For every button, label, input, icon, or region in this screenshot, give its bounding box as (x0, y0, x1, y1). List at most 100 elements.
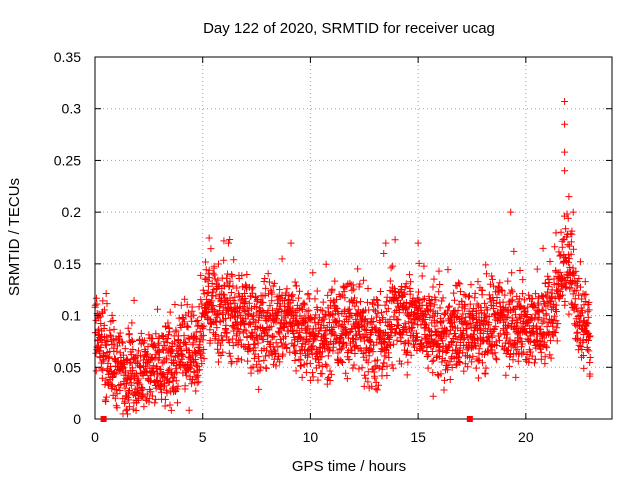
data-point (183, 301, 191, 309)
data-point (326, 377, 334, 385)
data-point (242, 327, 250, 335)
data-point (429, 369, 437, 377)
data-point (126, 359, 134, 367)
data-point (137, 352, 145, 360)
data-point (164, 319, 172, 327)
data-point (134, 357, 142, 365)
data-point (406, 287, 414, 295)
data-point (339, 343, 347, 351)
data-point (424, 351, 432, 359)
data-point (197, 296, 205, 304)
data-point (124, 324, 132, 332)
data-point (272, 349, 280, 357)
data-point (289, 305, 297, 313)
data-point (528, 295, 536, 303)
data-point (136, 380, 144, 388)
data-point (561, 283, 569, 291)
data-point (200, 346, 208, 354)
data-point (546, 258, 554, 266)
data-point (353, 299, 361, 307)
data-point (363, 326, 371, 334)
data-point (415, 259, 423, 267)
data-point (509, 356, 517, 364)
data-point (229, 342, 237, 350)
data-point (475, 345, 483, 353)
x-tick-label: 10 (303, 429, 319, 445)
data-point (443, 366, 451, 374)
y-tick-label: 0.35 (54, 49, 81, 65)
data-point (441, 376, 449, 384)
data-point (451, 296, 459, 304)
data-point (550, 312, 558, 320)
data-point (547, 354, 555, 362)
data-point (246, 319, 254, 327)
data-point (238, 356, 246, 364)
data-point (561, 120, 569, 128)
data-point (531, 355, 539, 363)
data-point (153, 305, 161, 313)
data-point (341, 294, 349, 302)
data-point (498, 287, 506, 295)
data-point (103, 333, 111, 341)
data-point (548, 293, 556, 301)
data-point (351, 349, 359, 357)
data-point (270, 346, 278, 354)
data-point (179, 352, 187, 360)
data-point (403, 347, 411, 355)
data-point (192, 387, 200, 395)
data-point (568, 227, 576, 235)
data-point (213, 324, 221, 332)
data-point (538, 292, 546, 300)
data-point (492, 323, 500, 331)
data-point (361, 325, 369, 333)
data-point (300, 299, 308, 307)
data-point (546, 337, 554, 345)
data-point (122, 380, 130, 388)
data-point (503, 313, 511, 321)
data-point (506, 338, 514, 346)
data-point (310, 315, 318, 323)
data-point (552, 308, 560, 316)
data-point (488, 272, 496, 280)
data-point (294, 321, 302, 329)
data-point (506, 350, 514, 358)
data-point (155, 354, 163, 362)
data-point (474, 374, 482, 382)
data-point (372, 324, 380, 332)
data-point (304, 322, 312, 330)
data-point (492, 354, 500, 362)
data-point (275, 353, 283, 361)
data-point (115, 382, 123, 390)
data-point (390, 285, 398, 293)
data-point (547, 318, 555, 326)
data-point (320, 321, 328, 329)
data-point (226, 235, 234, 243)
data-point (528, 352, 536, 360)
data-point (369, 318, 377, 326)
data-point (266, 311, 274, 319)
data-point (472, 364, 480, 372)
data-point (465, 293, 473, 301)
data-point (206, 326, 214, 334)
data-point (233, 284, 241, 292)
data-point (275, 330, 283, 338)
data-point (561, 97, 569, 105)
data-point (501, 291, 509, 299)
data-point (575, 291, 583, 299)
data-point (492, 338, 500, 346)
data-point (577, 343, 585, 351)
data-point (172, 365, 180, 373)
data-point (308, 350, 316, 358)
data-point (250, 354, 258, 362)
data-point (120, 361, 128, 369)
data-point (388, 323, 396, 331)
data-point (113, 404, 121, 412)
data-point (102, 393, 110, 401)
data-point (571, 295, 579, 303)
data-point (231, 299, 239, 307)
data-point (217, 341, 225, 349)
data-point (581, 291, 589, 299)
data-point (332, 304, 340, 312)
data-point (318, 353, 326, 361)
data-point (337, 322, 345, 330)
